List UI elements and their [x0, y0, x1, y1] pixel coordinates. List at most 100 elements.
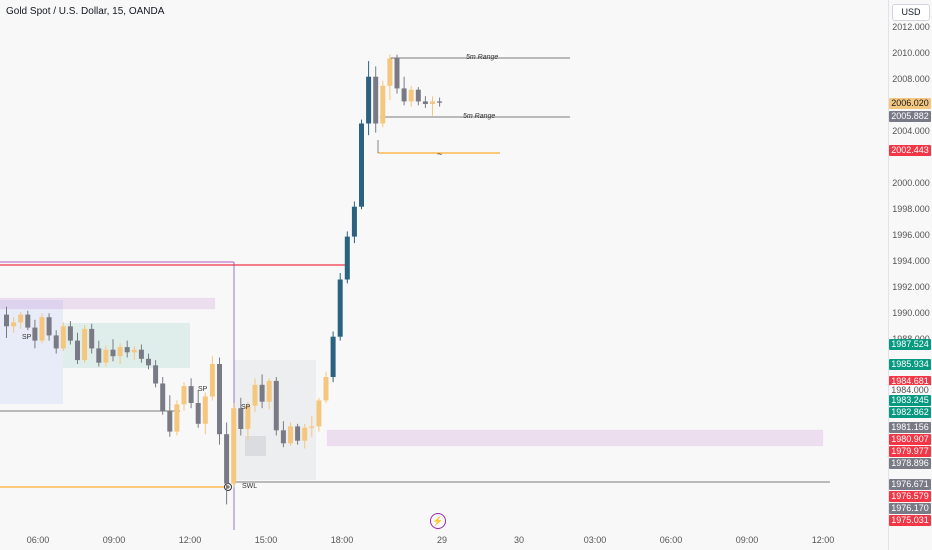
candle-body [408, 89, 414, 102]
candle-body [75, 340, 80, 361]
tick-label: 1998.000 [892, 204, 930, 214]
candle-body [316, 400, 322, 427]
candle-body [323, 377, 329, 401]
candle-body [302, 427, 308, 441]
candle-body [39, 317, 45, 341]
range-top-label: 5m Range [466, 54, 499, 61]
price-tag: 1976.170 [889, 503, 931, 514]
price-tag: 1981.156 [889, 422, 931, 433]
candle-body [387, 58, 393, 86]
candle-body [60, 326, 66, 349]
supply-zone [0, 297, 216, 310]
tick-label: 1994.000 [892, 256, 930, 266]
candle-body [351, 206, 357, 237]
candle-body [366, 76, 372, 124]
candle-body [53, 335, 59, 349]
price-tag: 1987.524 [889, 339, 931, 350]
time-label: 12:00 [811, 535, 835, 545]
price-tag: 1975.031 [889, 515, 931, 526]
time-label: 30 [513, 535, 524, 545]
candle-body [46, 317, 52, 336]
candle-body [110, 349, 116, 357]
consolidation-zone-box [63, 323, 190, 368]
candle-body [359, 123, 364, 207]
candle-body [415, 89, 421, 102]
time-label: 18:00 [330, 535, 354, 545]
candle-body [103, 349, 109, 363]
tick-label: 1996.000 [892, 230, 930, 240]
candle-body [181, 386, 187, 405]
candle-body [209, 364, 215, 397]
tick-label: 2010.000 [892, 48, 930, 58]
price-tag: 1982.862 [889, 407, 931, 418]
sp-label-3: SP [241, 404, 251, 411]
candle-body [394, 58, 400, 89]
tick-label: 2000.000 [892, 178, 930, 188]
candle-body [224, 434, 230, 484]
price-tag: 1984.000 [889, 385, 931, 396]
candle-body [117, 347, 123, 357]
price-tag: 1979.977 [889, 446, 931, 457]
range-mid-label: 5m Range [463, 113, 496, 120]
candle-body [337, 279, 343, 337]
time-label: 09:00 [102, 535, 126, 545]
candle-body [259, 384, 265, 402]
tick-label: 2004.000 [892, 126, 930, 136]
candle-body [401, 88, 407, 102]
candle-body [231, 408, 237, 484]
candle-body [167, 410, 173, 432]
symbol-title: Gold Spot / U.S. Dollar, 15, OANDA [6, 6, 165, 17]
candle-body [252, 384, 258, 406]
time-label: 12:00 [178, 535, 202, 545]
candle-body [4, 314, 9, 327]
price-tag: 1976.579 [889, 491, 931, 502]
candle-body [373, 76, 379, 124]
tick-label: 2012.000 [892, 22, 930, 32]
time-label: 03:00 [583, 535, 607, 545]
chart-area[interactable]: Gold Spot / U.S. Dollar, 15, OANDA 5m Ra… [0, 0, 888, 550]
candle-body [11, 322, 17, 327]
candle-body [153, 365, 159, 384]
candle-body [124, 347, 130, 353]
candle-body [430, 101, 435, 104]
time-label: 06:00 [659, 535, 683, 545]
candle-body [96, 348, 102, 363]
demand-zone-box [0, 300, 63, 404]
price-tag: 2002.443 [889, 145, 931, 156]
price-tag: 1984.681 [889, 376, 931, 387]
tilde-label: ~ [437, 149, 443, 159]
tick-label: 1992.000 [892, 282, 930, 292]
candle-body [238, 408, 244, 429]
time-label: 29 [436, 535, 447, 545]
candle-body [18, 314, 24, 323]
flash-icon[interactable]: ⚡ [430, 513, 446, 529]
candle-body [309, 426, 315, 428]
candle-body [131, 349, 137, 353]
candle-body [202, 396, 208, 424]
candle-body [188, 386, 194, 403]
candle-body [280, 430, 286, 444]
candle-body [174, 404, 180, 432]
price-chart[interactable] [0, 0, 888, 550]
candle-body [295, 426, 301, 441]
time-label: 09:00 [735, 535, 759, 545]
time-axis[interactable]: 06:00 09:00 12:00 15:00 18:00 29 30 03:0… [0, 530, 888, 550]
candle-body [67, 326, 73, 341]
price-tag: 1983.245 [889, 395, 931, 406]
candle-body [160, 383, 166, 411]
sp-label-1: SP [22, 334, 32, 341]
price-tag: 1985.934 [889, 359, 931, 370]
candle-body [217, 364, 222, 435]
candle-body [32, 327, 38, 341]
price-tag: 2005.882 [889, 111, 931, 122]
candle-body [330, 336, 336, 377]
candle-body [288, 426, 293, 444]
sp-label-2: SP [198, 386, 208, 393]
candle-body [344, 236, 350, 280]
candle-body [138, 349, 144, 359]
fvg-zone [326, 429, 824, 447]
price-scale[interactable]: 2012.000 2010.000 2008.000 2004.000 2000… [888, 0, 932, 550]
candle-body [266, 380, 272, 402]
currency-button[interactable]: USD [892, 4, 930, 21]
candle-body [273, 380, 279, 431]
